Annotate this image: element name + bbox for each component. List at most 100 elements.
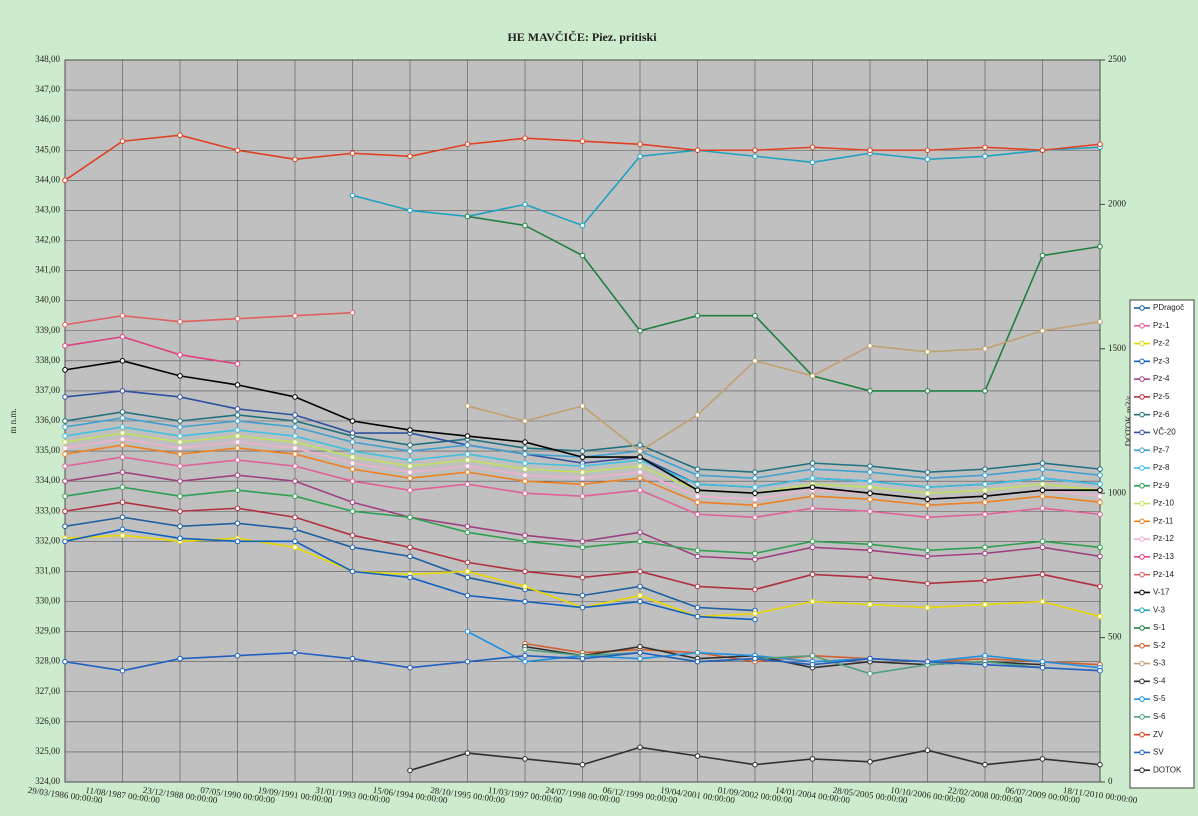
data-point [1039,756,1046,762]
data-point [752,514,758,521]
data-point [982,652,988,659]
data-point [349,466,356,472]
data-point [522,222,528,229]
data-point [694,604,701,611]
data-point [177,535,183,542]
y-tick-label: 344,00 [35,174,60,184]
data-point [809,144,816,151]
data-point [752,610,758,617]
data-point [234,382,241,388]
data-point [924,658,931,665]
data-point [407,448,413,454]
data-point [464,658,471,665]
data-point [637,538,643,545]
legend-label: Pz-10 [1153,499,1174,508]
data-point [177,418,183,424]
data-point [292,478,298,484]
data-point [464,463,471,469]
data-point [407,553,413,560]
data-point [522,583,528,590]
data-point [982,601,988,608]
data-point [292,538,298,545]
y-axis-label: m n.m. [8,408,18,433]
legend-label: S-4 [1153,676,1166,685]
data-point [522,201,528,208]
data-point [1039,327,1046,334]
data-point [809,373,816,379]
y2-tick-label: 2500 [1108,54,1127,64]
data-point [924,484,931,490]
data-point [62,451,68,457]
data-point [234,520,241,527]
data-point [407,457,413,463]
legend-marker [1139,429,1145,436]
data-point [522,646,528,653]
data-point [522,756,528,762]
data-point [177,493,183,500]
data-point [637,592,643,599]
data-point [579,655,586,662]
legend-label: PDragoč [1153,303,1184,312]
legend-label: Pz-8 [1153,463,1170,472]
data-point [119,138,126,145]
data-point [694,499,701,506]
data-point [177,318,183,325]
data-point [292,544,298,551]
data-point [464,559,471,566]
legend-label: S-1 [1153,623,1166,632]
data-point [464,213,471,220]
data-point [292,394,298,400]
data-point [637,327,643,334]
y-tick-label: 332,00 [35,535,60,545]
data-point [579,592,586,599]
data-point [1097,667,1103,674]
data-point [1097,318,1103,325]
data-point [1039,544,1046,551]
data-point [234,315,241,322]
legend-label: Pz-13 [1153,552,1174,561]
legend-marker [1139,571,1145,578]
data-point [234,418,241,424]
data-point [522,439,528,445]
data-point [1039,475,1046,481]
data-point [982,499,988,506]
legend-label: SV [1153,748,1164,757]
data-point [579,604,586,611]
data-point [407,469,413,475]
legend-marker [1139,322,1145,329]
series-line [64,335,238,365]
data-point [637,442,643,448]
data-point [982,153,988,160]
data-point [292,649,298,656]
data-point [579,252,586,259]
data-point [1039,493,1046,500]
data-point [1097,493,1103,500]
data-point [924,349,931,355]
legend-marker [1139,482,1145,489]
data-point [1097,553,1103,560]
data-point [177,394,183,400]
y2-tick-label: 2000 [1108,198,1127,208]
data-point [464,403,471,409]
data-point [464,141,471,148]
data-point [867,601,873,608]
legend-marker [1139,731,1145,738]
data-point [464,592,471,599]
data-point [867,478,873,484]
data-point [867,574,873,581]
data-point [809,475,816,481]
series-line [467,320,1101,453]
data-point [694,649,701,656]
data-point [464,529,471,536]
data-point [177,463,183,469]
data-point [119,430,126,436]
data-point [867,547,873,554]
y-tick-label: 331,00 [35,565,60,575]
data-point [982,661,988,668]
data-point [349,568,356,575]
legend-label: Pz-7 [1153,445,1170,454]
data-point [177,655,183,662]
y-tick-label: 339,00 [35,325,60,335]
data-point [119,469,126,475]
